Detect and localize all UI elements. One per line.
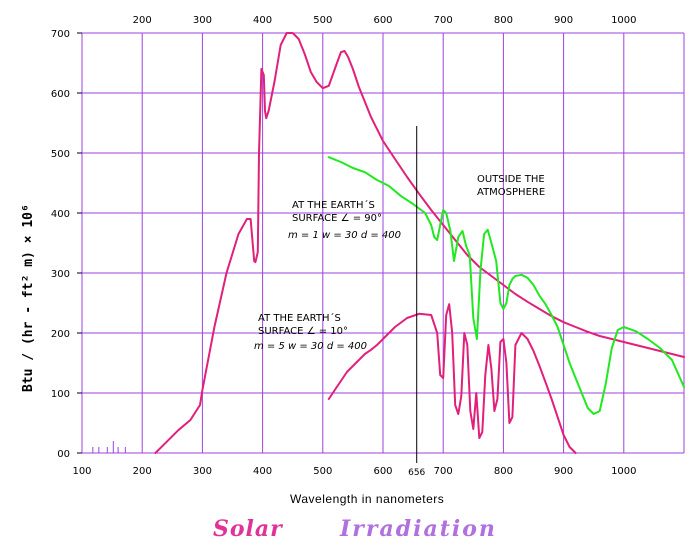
chart-title-irradiation: Irradiation [339,516,497,542]
y-tick-label: 00 [57,449,70,460]
x-bottom-tick-label: 1000 [611,466,636,477]
annotation-outside-line1: OUTSIDE THE [477,174,545,185]
x-axis-label: Wavelength in nanometers [290,492,444,506]
x-bottom-tick-label: 100 [72,466,91,477]
y-tick-label: 200 [51,329,70,340]
y-tick-label: 400 [51,209,70,220]
series-line-outside [154,32,685,454]
x-top-tick-label: 1000 [611,15,636,26]
y-tick-label: 100 [51,389,70,400]
x-bottom-tick-label: 500 [313,466,332,477]
x-top-tick-label: 700 [434,15,453,26]
annotation-surface90-line3: m = 1 w = 30 d = 400 [288,230,401,241]
annotation-surface90-line1: AT THE EARTH´S [292,199,375,211]
x-bottom-tick-label: 900 [554,466,573,477]
annotation-surface10-line2: SURFACE ∠ = 10° [258,326,348,337]
y-tick-label: 300 [51,269,70,280]
x-top-tick-label: 900 [554,15,573,26]
minor-ticks [92,441,126,453]
annotation-outside-line2: ATMOSPHERE [477,187,545,198]
x-top-tick-label: 800 [494,15,513,26]
y-tick-label: 500 [51,149,70,160]
x-top-tick-label: 500 [313,15,332,26]
y-tick-labels: 00 100 200 300 400 500 600 700 [51,29,70,460]
series-line-surface90 [327,156,685,415]
series-line-surface10 [327,303,577,454]
annotation-surface90-line2: SURFACE ∠ = 90° [292,213,382,224]
annotation-surface10-line1: AT THE EARTH´S [258,312,341,324]
x-bottom-tick-label: 400 [253,466,272,477]
x-bottom-tick-labels: 100 200 300 400 500 600 700 800 900 1000 [72,466,636,477]
x-bottom-tick-label: 300 [193,466,212,477]
chart-title-solar: Solar [213,516,283,542]
marker-line: 656 [408,126,426,478]
x-top-tick-label: 200 [133,15,152,26]
y-axis-label: Btu / (hr - ft² m) × 10⁶ [21,204,36,392]
x-bottom-tick-label: 200 [133,466,152,477]
x-top-tick-labels: 200 300 400 500 600 700 800 900 1000 [133,15,637,26]
marker-656-label: 656 [408,468,425,478]
grid [77,32,685,454]
series-group [154,32,685,454]
x-bottom-tick-label: 800 [494,466,513,477]
x-top-tick-label: 300 [193,15,212,26]
x-bottom-tick-label: 600 [373,466,392,477]
y-tick-label: 700 [51,29,70,40]
y-tick-label: 600 [51,89,70,100]
annotation-surface10-line3: m = 5 w = 30 d = 400 [254,341,367,352]
x-top-tick-label: 400 [253,15,272,26]
x-bottom-tick-label: 700 [434,466,453,477]
x-top-tick-label: 600 [373,15,392,26]
